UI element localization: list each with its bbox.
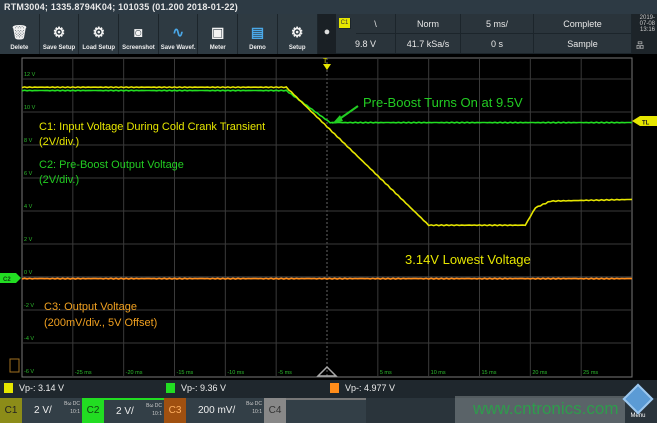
trigger-marker[interactable]: T — [323, 58, 328, 65]
measurement-bar: Vp-: 3.14 V Vp-: 9.36 V Vp-: 4.977 V — [0, 380, 657, 398]
status-panel: C1 \ Norm 5 ms/ Complete 9.8 V 41.7 kSa/… — [336, 14, 632, 54]
channel-c2[interactable]: C2 2 V/Bω DC 10:1 — [82, 398, 164, 423]
y-tick-label: 12 V — [24, 72, 36, 78]
x-tick-label: -25 ms — [75, 370, 92, 376]
waveform-display[interactable]: 12 V 10 V 8 V 6 V 4 V 2 V 0 V -2 V -4 V -6 V -25 … — [0, 54, 657, 382]
svg-text:C2: C2 — [3, 277, 11, 283]
y-tick-label: 4 V — [24, 204, 33, 210]
trigger-slope[interactable]: \ — [356, 14, 396, 34]
x-tick-label: 20 ms — [532, 370, 547, 376]
c2-title: C2: Pre-Boost Output Voltage — [39, 159, 184, 171]
trigger-level-marker[interactable] — [632, 116, 657, 126]
trigger-mode[interactable]: Norm — [396, 14, 461, 34]
c3-title: C3: Output Voltage — [44, 301, 137, 313]
c2-ground-marker[interactable] — [0, 273, 21, 283]
y-axis-labels: 12 V 10 V 8 V 6 V 4 V 2 V 0 V -2 V -4 V -6 V — [24, 72, 36, 375]
menu-button[interactable]: Menu — [620, 382, 656, 423]
window-title: RTM3004; 1335.8794K04; 101035 (01.200 20… — [0, 0, 657, 14]
c1-title: C1: Input Voltage During Cold Crank Tran… — [39, 121, 265, 133]
x-tick-label: 10 ms — [431, 370, 446, 376]
x-tick-label: -10 ms — [227, 370, 244, 376]
x-tick-label: -20 ms — [126, 370, 143, 376]
screenshot-button[interactable]: ◙ Screenshot — [119, 14, 159, 54]
acquisition-mode[interactable]: Sample — [534, 34, 632, 54]
demo-button[interactable]: ▤ Demo — [238, 14, 278, 54]
x-tick-label: -5 ms — [278, 370, 292, 376]
preboost-arrowhead — [332, 115, 343, 124]
trigger-level[interactable]: 9.8 V — [336, 34, 396, 54]
demo-icon: ▤ — [250, 24, 265, 40]
sample-rate[interactable]: 41.7 kSa/s — [396, 34, 461, 54]
y-tick-label: 10 V — [24, 105, 36, 111]
x-tick-label: 25 ms — [583, 370, 598, 376]
channel-c4[interactable]: C4 — [264, 398, 366, 423]
c2-trace — [21, 89, 633, 124]
trash-icon: 🗑 — [10, 24, 29, 40]
y-tick-label: 8 V — [24, 138, 33, 144]
c3-scale: (200mV/div., 5V Offset) — [44, 317, 157, 329]
preboost-annotation: Pre-Boost Turns On at 9.5V — [363, 95, 523, 110]
toolbar-more-button[interactable]: ● — [318, 14, 336, 54]
toolbar: 🗑 Delete ⚙ Save Setup ⚙ Load Setup ◙ Screens… — [0, 14, 318, 54]
acquisition-state[interactable]: Complete — [534, 14, 632, 34]
save-waveform-button[interactable]: ∿ Save Wavef. — [159, 14, 199, 54]
setup-button[interactable]: ⚙ Setup — [278, 14, 318, 54]
c2-scale: (2V/div.) — [39, 174, 79, 186]
trigger-time-marker-icon — [316, 365, 338, 377]
channel-c3[interactable]: C3 200 mV/Bω DC 10:1 — [164, 398, 264, 423]
trigger-position-icon[interactable] — [323, 64, 331, 70]
network-icon: 品 — [636, 41, 644, 50]
channel-bar: C1 2 V/Bω DC 10:1 C2 2 V/Bω DC 10:1 C3 200 mV… — [0, 398, 657, 423]
horizontal-position[interactable]: 0 s — [461, 34, 534, 54]
channel-c1[interactable]: C1 2 V/Bω DC 10:1 — [0, 398, 82, 423]
datetime: 2019-07-08 13:16 — [632, 14, 657, 54]
measurement-c2[interactable]: Vp-: 9.36 V — [166, 383, 226, 393]
meter-icon: ▣ — [211, 24, 225, 40]
x-axis-labels: -25 ms -20 ms -15 ms -10 ms -5 ms 5 ms 10 ms 15… — [75, 370, 599, 376]
timebase[interactable]: 5 ms/ — [461, 14, 534, 34]
lowest-voltage-annotation: 3.14V Lowest Voltage — [405, 252, 531, 267]
y-tick-label: -6 V — [24, 369, 34, 375]
y-tick-label: 2 V — [24, 237, 33, 243]
c3-trace — [21, 277, 632, 280]
waveform-save-icon: ∿ — [172, 24, 184, 40]
meter-button[interactable]: ▣ Meter — [198, 14, 239, 54]
y-tick-label: 6 V — [24, 171, 33, 177]
y-tick-label: -4 V — [24, 336, 34, 342]
watermark: www.cntronics.com — [455, 396, 625, 423]
gear-load-icon: ⚙ — [92, 24, 105, 40]
load-setup-button[interactable]: ⚙ Load Setup — [79, 14, 120, 54]
c1-trace — [21, 85, 633, 227]
camera-icon: ◙ — [134, 24, 143, 40]
gear-save-icon: ⚙ — [52, 24, 66, 40]
x-tick-label: 5 ms — [380, 370, 392, 376]
grid — [22, 58, 632, 377]
c1-scale: (2V/div.) — [39, 136, 79, 148]
x-tick-label: -15 ms — [176, 370, 193, 376]
preboost-arrow — [337, 105, 359, 121]
menu-icon — [622, 383, 654, 415]
c1-color-badge — [4, 383, 13, 393]
y-tick-label: 0 V — [24, 270, 33, 276]
y-tick-label: -2 V — [24, 303, 34, 309]
c2-color-badge — [166, 383, 175, 393]
c3-color-badge — [330, 383, 339, 393]
grid-border — [21, 57, 633, 378]
gear-icon: ⚙ — [290, 24, 304, 40]
trigger-source-badge[interactable]: C1 — [339, 18, 351, 29]
save-setup-button[interactable]: ⚙ Save Setup — [40, 14, 80, 54]
x-tick-label: 15 ms — [482, 370, 497, 376]
measurement-c1[interactable]: Vp-: 3.14 V — [4, 383, 64, 393]
measurement-c3[interactable]: Vp-: 4.977 V — [330, 383, 395, 393]
delete-button[interactable]: 🗑 Delete — [0, 14, 40, 54]
c3-offset-marker[interactable] — [9, 358, 20, 373]
svg-text:TL: TL — [642, 121, 650, 127]
